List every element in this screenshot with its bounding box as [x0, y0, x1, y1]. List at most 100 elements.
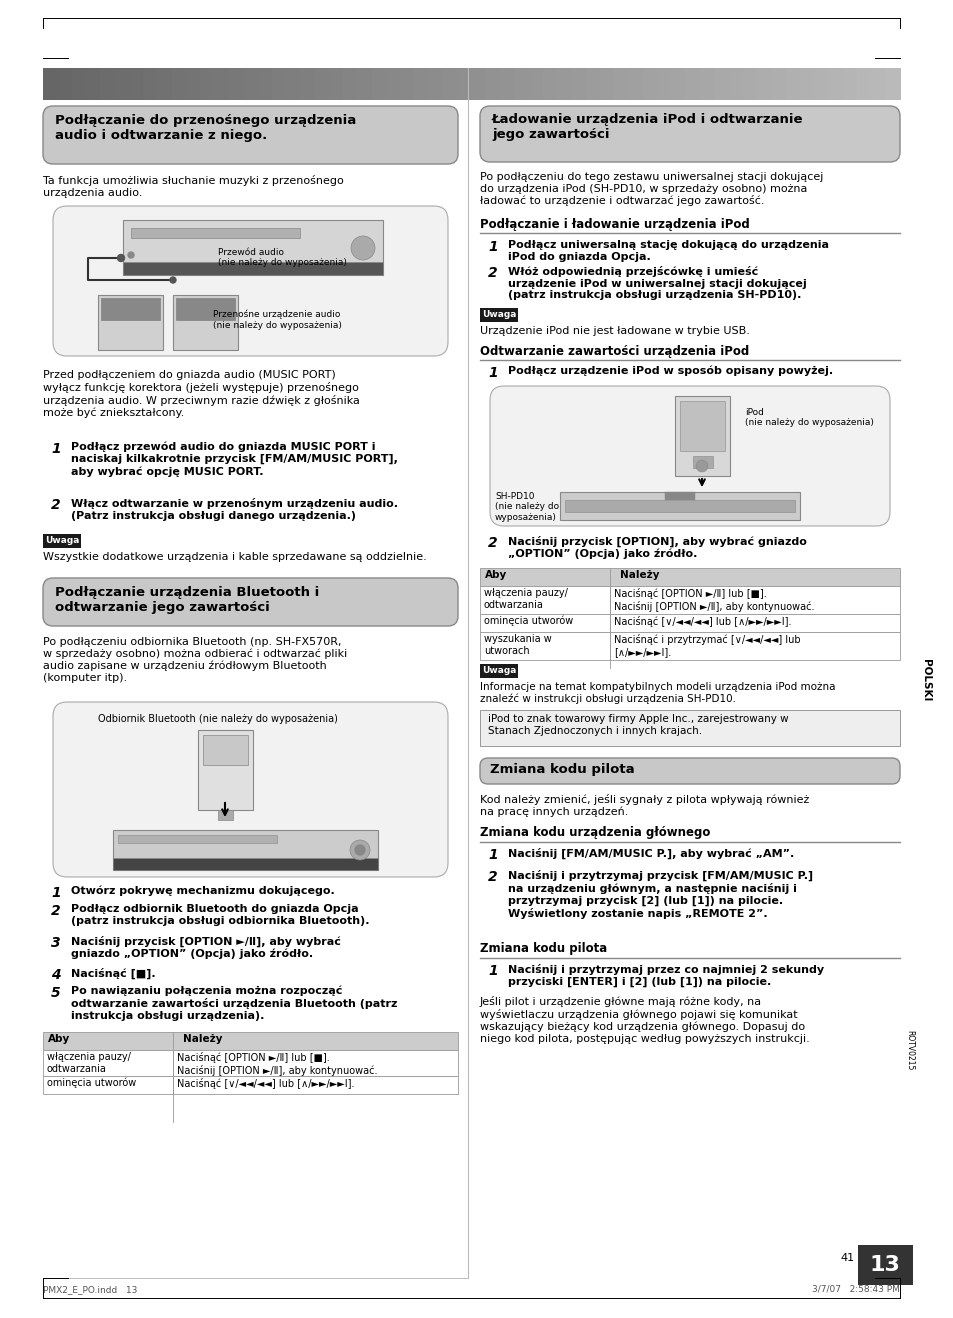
Bar	[800, 69, 815, 100]
Text: POLSKI: POLSKI	[920, 659, 930, 701]
Bar	[186, 69, 201, 100]
Bar	[571, 69, 586, 100]
Text: ominęcia utworów: ominęcia utworów	[47, 1078, 136, 1089]
Text: ROTV0215: ROTV0215	[904, 1029, 914, 1070]
Text: Ładowanie urządzenia iPod i odtwarzanie
jego zawartości: Ładowanie urządzenia iPod i odtwarzanie …	[492, 113, 802, 141]
Text: 41: 41	[840, 1253, 854, 1263]
Text: PMX2_E_PO.indd   13: PMX2_E_PO.indd 13	[43, 1285, 137, 1294]
Circle shape	[355, 845, 365, 855]
Bar	[131, 228, 299, 239]
Bar	[528, 69, 543, 100]
Bar	[614, 69, 629, 100]
Bar	[870, 69, 885, 100]
Bar	[257, 69, 273, 100]
Bar	[757, 69, 772, 100]
Bar	[86, 69, 101, 100]
Bar	[585, 69, 600, 100]
Circle shape	[170, 277, 175, 283]
Text: Otwórz pokrywę mechanizmu dokującego.: Otwórz pokrywę mechanizmu dokującego.	[71, 886, 335, 896]
Bar	[43, 1050, 457, 1075]
Bar	[414, 69, 429, 100]
Text: Naciśnąć [OPTION ►/Ⅱ] lub [■].
Naciśnij [OPTION ►/Ⅱ], aby kontynuować.: Naciśnąć [OPTION ►/Ⅱ] lub [■]. Naciśnij …	[177, 1052, 377, 1075]
Bar	[456, 69, 472, 100]
Bar	[129, 69, 144, 100]
Bar	[43, 69, 58, 100]
Bar	[314, 69, 330, 100]
Bar	[356, 69, 372, 100]
Text: Naciśnąć [∨/◄◄/◄◄] lub [∧/►►/►►Ⅰ].: Naciśnąć [∨/◄◄/◄◄] lub [∧/►►/►►Ⅰ].	[177, 1078, 355, 1089]
Text: 3: 3	[51, 936, 61, 950]
Text: Naciśnij przycisk [OPTION ►/Ⅱ], aby wybrać
gniazdo „OPTION” (Opcja) jako źródło.: Naciśnij przycisk [OPTION ►/Ⅱ], aby wybr…	[71, 936, 340, 960]
Text: ominęcia utworów: ominęcia utworów	[483, 616, 573, 626]
Text: Uwaga: Uwaga	[45, 536, 79, 546]
Bar	[112, 830, 377, 870]
Circle shape	[351, 236, 375, 260]
Circle shape	[350, 840, 370, 861]
Bar	[428, 69, 443, 100]
Bar	[471, 69, 486, 100]
Bar	[43, 1032, 457, 1050]
Text: Podłącz przewód audio do gniazda MUSIC PORT i
naciskaj kilkakrotnie przycisk [FM: Podłącz przewód audio do gniazda MUSIC P…	[71, 442, 397, 477]
Bar	[118, 836, 276, 844]
Text: Podłącz uniwersalną stację dokującą do urządzenia
iPod do gniazda Opcja.: Podłącz uniwersalną stację dokującą do u…	[507, 240, 828, 261]
Bar	[112, 858, 377, 870]
Text: Podłączanie do przenośnego urządzenia
audio i odtwarzanie z niego.: Podłączanie do przenośnego urządzenia au…	[55, 113, 355, 142]
Text: 13: 13	[868, 1255, 900, 1275]
Bar	[101, 298, 160, 320]
Text: Włóż odpowiednią przejścówkę i umieść
urządzenie iPod w uniwersalnej stacji doku: Włóż odpowiednią przejścówkę i umieść ur…	[507, 266, 806, 301]
Bar	[857, 1246, 912, 1285]
Bar	[685, 69, 700, 100]
Bar	[479, 710, 899, 746]
Bar	[123, 220, 382, 275]
Bar	[714, 69, 729, 100]
Bar	[479, 633, 899, 660]
Text: Należy: Należy	[183, 1035, 222, 1044]
Text: 1: 1	[488, 240, 497, 254]
Bar	[399, 69, 415, 100]
Bar	[243, 69, 258, 100]
Text: Podłącz odbiornik Bluetooth do gniazda Opcja
(patrz instrukcja obsługi odbiornik: Podłącz odbiornik Bluetooth do gniazda O…	[71, 904, 369, 925]
FancyBboxPatch shape	[479, 758, 899, 784]
Bar	[157, 69, 172, 100]
Bar	[229, 69, 244, 100]
Bar	[200, 69, 215, 100]
Text: 5: 5	[51, 986, 61, 1000]
Text: Naciśnąć [OPTION ►/Ⅱ] lub [■].
Naciśnij [OPTION ►/Ⅱ], aby kontynuować.: Naciśnąć [OPTION ►/Ⅱ] lub [■]. Naciśnij …	[614, 588, 814, 612]
Text: Urządzenie iPod nie jest ładowane w trybie USB.: Urządzenie iPod nie jest ładowane w tryb…	[479, 326, 749, 336]
Text: Włącz odtwarzanie w przenośnym urządzeniu audio.
(Patrz instrukcja obsługi daneg: Włącz odtwarzanie w przenośnym urządzeni…	[71, 498, 397, 521]
Text: 2: 2	[488, 266, 497, 279]
FancyBboxPatch shape	[43, 105, 457, 163]
Text: Po podłączeniu odbiornika Bluetooth (np. SH-FX570R,
w sprzedaży osobno) można od: Po podłączeniu odbiornika Bluetooth (np.…	[43, 637, 347, 683]
Bar	[564, 500, 794, 511]
Text: 2: 2	[488, 870, 497, 884]
Text: 1: 1	[488, 366, 497, 380]
Bar	[479, 568, 899, 587]
Text: iPod
(nie należy do wyposażenia): iPod (nie należy do wyposażenia)	[744, 409, 873, 427]
Bar	[542, 69, 558, 100]
Text: iPod to znak towarowy firmy Apple Inc., zarejestrowany w
Stanach Zjednoczonych i: iPod to znak towarowy firmy Apple Inc., …	[488, 714, 788, 735]
Bar	[172, 69, 187, 100]
Bar	[771, 69, 786, 100]
Bar	[123, 262, 382, 275]
Text: włączenia pauzy/
odtwarzania: włączenia pauzy/ odtwarzania	[47, 1052, 131, 1074]
Text: 4: 4	[51, 967, 61, 982]
Bar	[657, 69, 672, 100]
Text: Wszystkie dodatkowe urządzenia i kable sprzedawane są oddzielnie.: Wszystkie dodatkowe urządzenia i kable s…	[43, 552, 426, 561]
Bar	[385, 69, 400, 100]
Text: 1: 1	[488, 847, 497, 862]
Bar	[557, 69, 572, 100]
Bar	[114, 69, 130, 100]
Text: Aby: Aby	[484, 569, 507, 580]
Text: Naciśnij [FM/AM/MUSIC P.], aby wybrać „AM”.: Naciśnij [FM/AM/MUSIC P.], aby wybrać „A…	[507, 847, 794, 859]
Bar	[828, 69, 843, 100]
Bar	[71, 69, 87, 100]
Text: Naciśnąć i przytrzymać [∨/◄◄/◄◄] lub
[∧/►►/►►Ⅰ].: Naciśnąć i przytrzymać [∨/◄◄/◄◄] lub [∧/…	[614, 634, 800, 656]
Bar	[175, 298, 234, 320]
Bar	[842, 69, 858, 100]
FancyBboxPatch shape	[53, 702, 448, 876]
Text: Po nawiązaniu połączenia można rozpocząć
odtwarzanie zawartości urządzenia Bluet: Po nawiązaniu połączenia można rozpocząć…	[71, 986, 397, 1021]
Bar	[371, 69, 386, 100]
Bar	[43, 534, 81, 548]
FancyBboxPatch shape	[43, 579, 457, 626]
Bar	[884, 69, 900, 100]
